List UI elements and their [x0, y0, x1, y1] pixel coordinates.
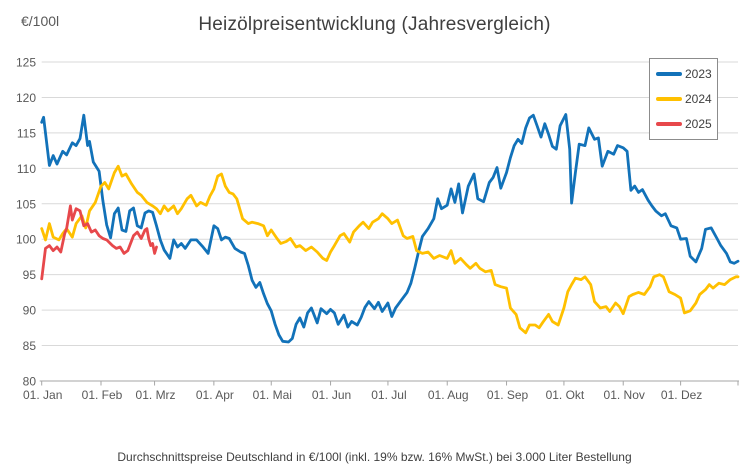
y-tick-label: 105: [16, 197, 36, 211]
legend-item-2025: 2025: [656, 117, 717, 131]
x-tick-label: 01. Sep: [487, 388, 529, 402]
legend-item-2024: 2024: [656, 92, 717, 106]
footnote: Durchschnittspreise Deutschland in €/100…: [117, 450, 632, 464]
legend-label: 2025: [685, 116, 712, 131]
legend: 2023 2024 2025: [649, 58, 718, 140]
legend-label: 2024: [685, 91, 712, 106]
x-tick-label: 01. Aug: [428, 388, 469, 402]
y-tick-label: 120: [16, 91, 36, 105]
series-line-2024: [40, 164, 740, 335]
x-tick-label: 01. Jul: [371, 388, 406, 402]
chart-title: Heizölpreisentwicklung (Jahresvergleich): [198, 14, 551, 35]
x-tick-label: 01. Apr: [196, 388, 234, 402]
x-tick-label: 01. Mrz: [136, 388, 176, 402]
y-tick-label: 80: [23, 375, 37, 389]
legend-swatch-2025: [656, 121, 682, 126]
x-tick-label: 01. Jun: [312, 388, 351, 402]
x-tick-label: 01. Mai: [253, 388, 292, 402]
x-tick-label: 01. Nov: [604, 388, 645, 402]
y-axis-unit-label: €/100l: [21, 13, 60, 29]
y-tick-label: 85: [23, 339, 37, 353]
series-line-2025: [40, 204, 158, 281]
y-tick-label: 90: [23, 304, 37, 318]
legend-item-2023: 2023: [656, 67, 717, 81]
legend-swatch-2024: [656, 96, 682, 101]
legend-label: 2023: [685, 67, 712, 82]
series-line-2023: [40, 113, 740, 344]
legend-swatch-2023: [656, 72, 682, 77]
x-tick-label: 01. Feb: [82, 388, 123, 402]
y-tick-label: 95: [23, 268, 37, 282]
y-tick-label: 115: [17, 126, 36, 140]
y-tick-label: 110: [17, 162, 36, 176]
x-tick-label: 01. Dez: [661, 388, 702, 402]
y-tick-label: 125: [16, 56, 36, 70]
x-tick-label: 01. Jan: [23, 388, 62, 402]
x-tick-label: 01. Okt: [546, 388, 585, 402]
y-tick-label: 100: [16, 233, 36, 247]
